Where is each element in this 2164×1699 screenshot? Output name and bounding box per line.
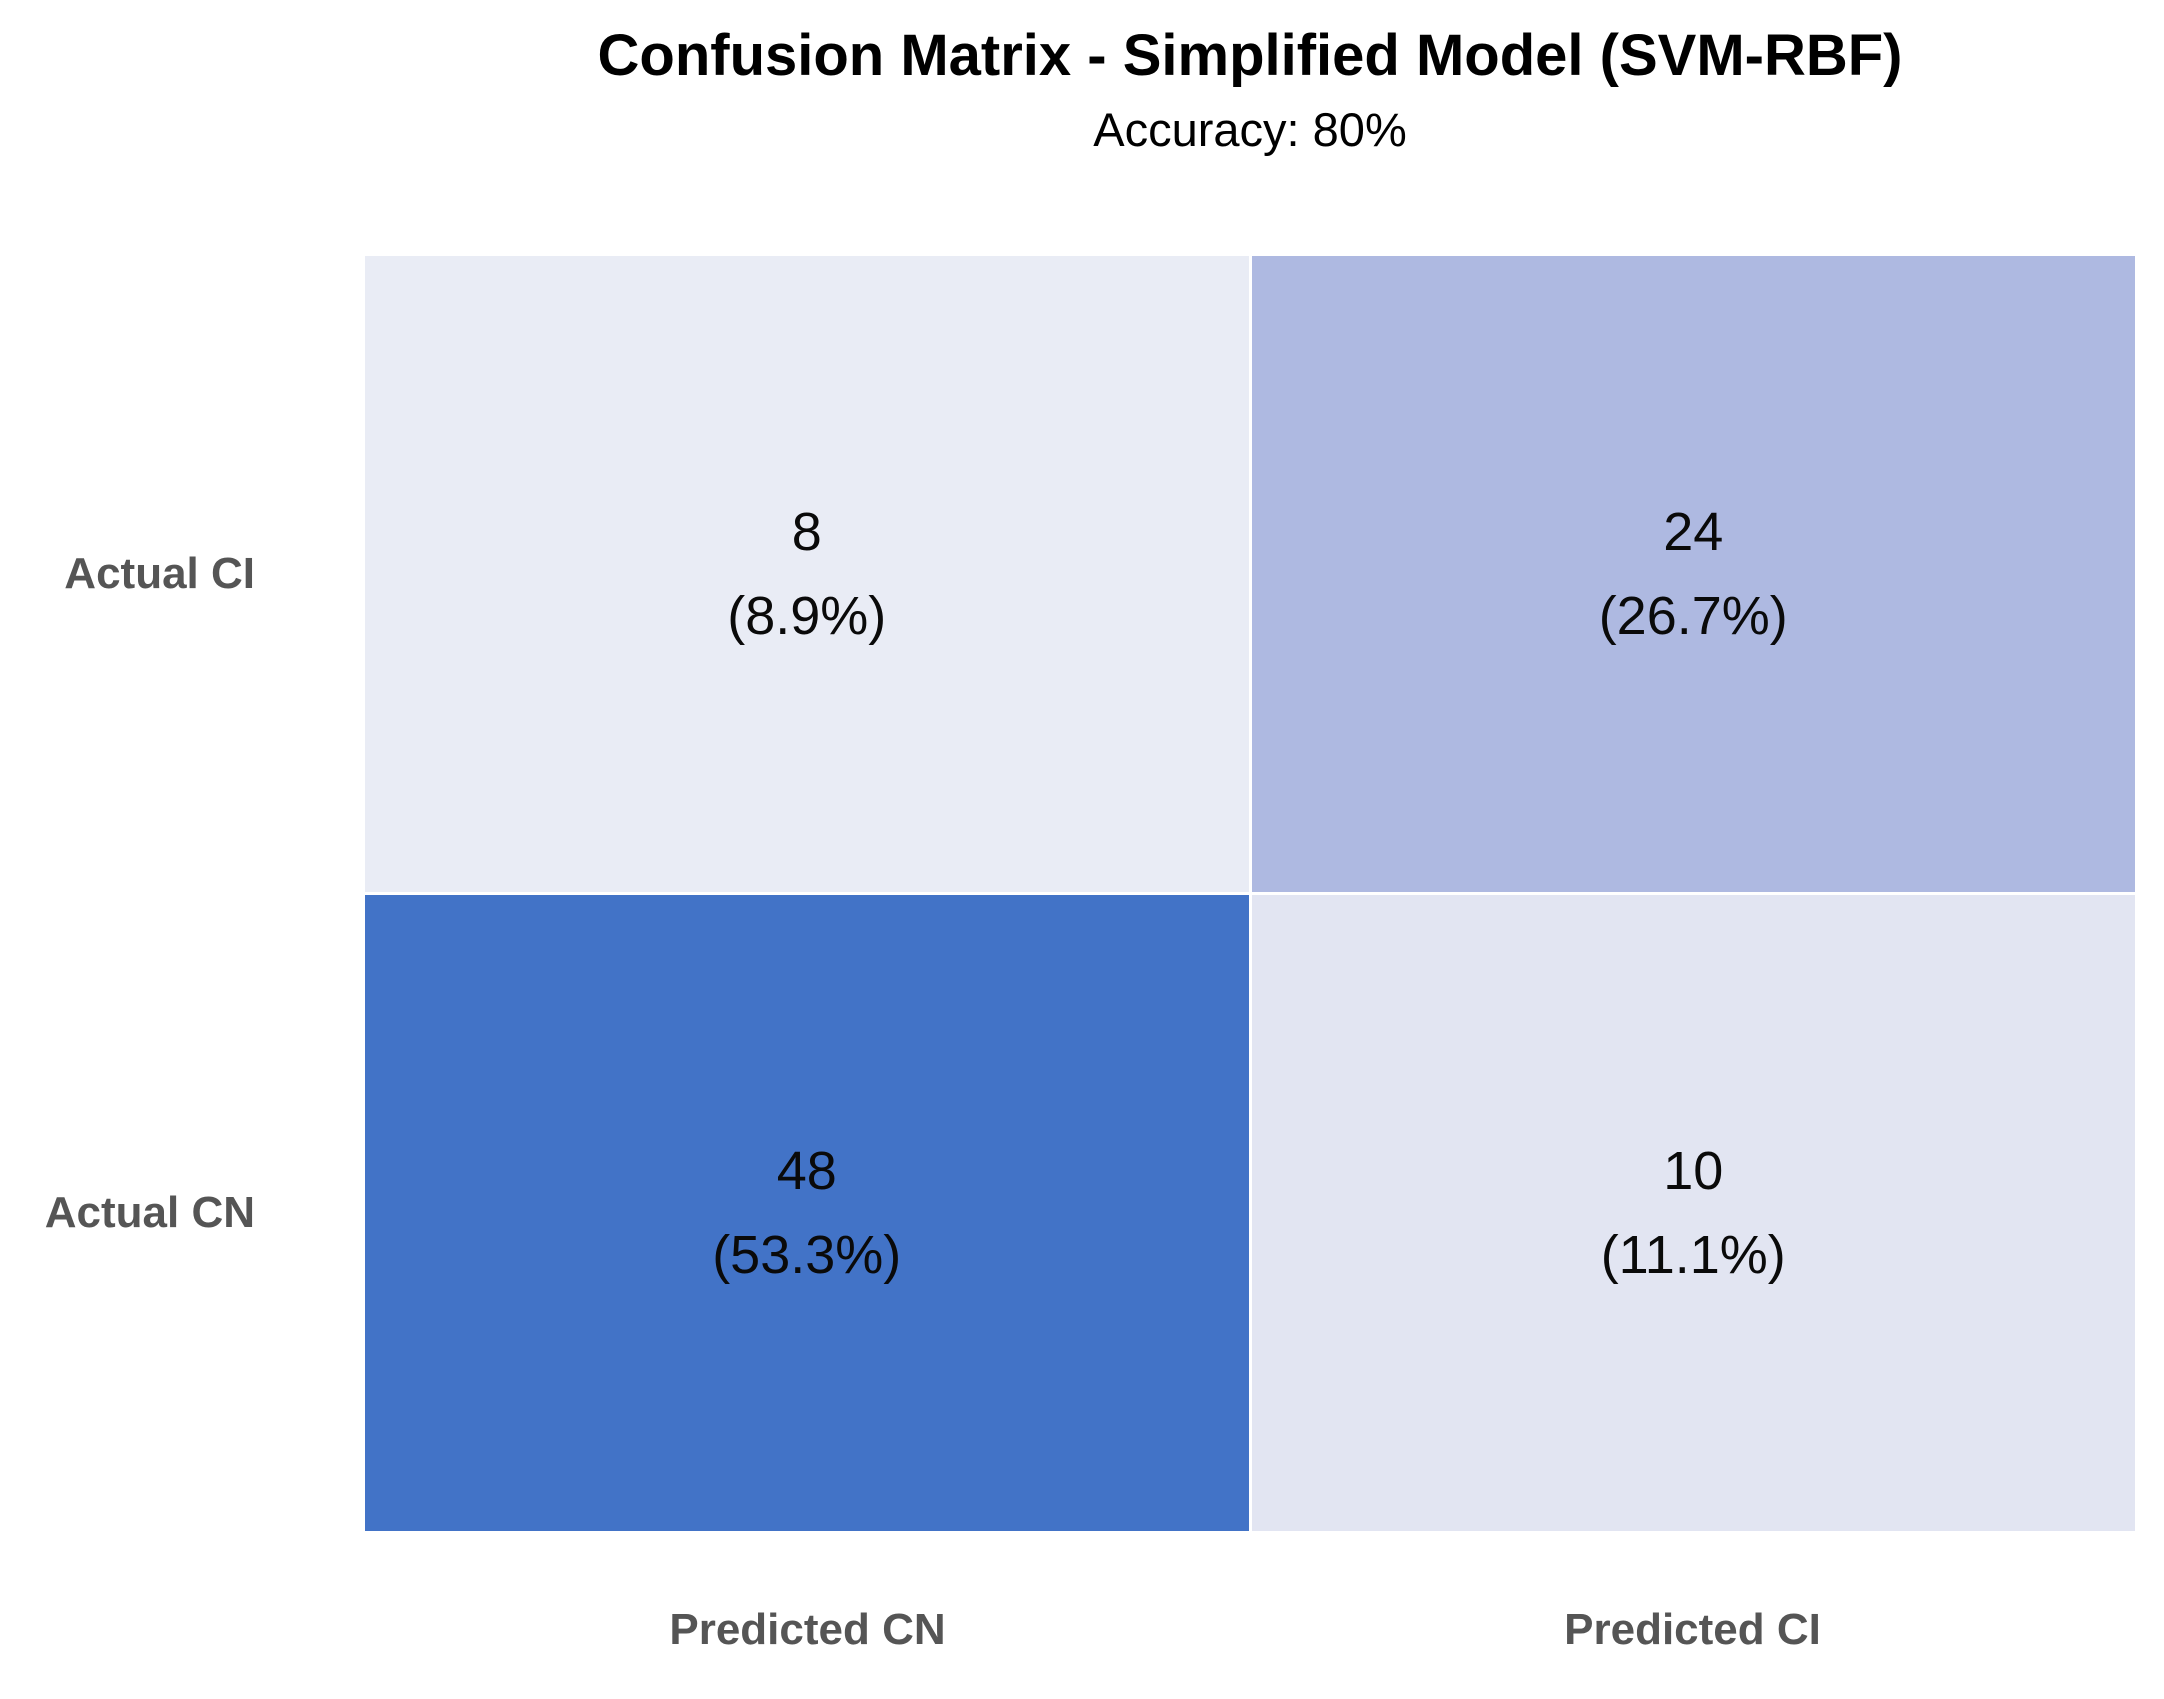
cell-count: 48 — [776, 1141, 837, 1201]
x-axis-label-predicted-ci: Predicted CI — [1564, 1605, 1821, 1654]
cell-percent: (11.1%) — [1600, 1225, 1786, 1285]
cell-count: 24 — [1663, 502, 1724, 562]
x-axis-label-predicted-cn: Predicted CN — [669, 1605, 946, 1654]
cell-count: 10 — [1663, 1141, 1724, 1201]
x-axis-labels: Predicted CN Predicted CI — [365, 1605, 2135, 1654]
y-axis-label-actual-ci: Actual CI — [64, 549, 255, 598]
cell-percent: (53.3%) — [712, 1225, 902, 1285]
cell-count: 8 — [791, 502, 822, 562]
cell-percent: (26.7%) — [1598, 586, 1788, 646]
chart-subtitle: Accuracy: 80% — [1093, 103, 1407, 156]
matrix-cell-actual-ci-predicted-cn: 8 (8.9%) — [365, 256, 1249, 892]
matrix-cell-actual-cn-predicted-cn: 48 (53.3%) — [365, 895, 1249, 1531]
cell-percent: (8.9%) — [727, 586, 887, 646]
matrix-cell-actual-ci-predicted-ci: 24 (26.7%) — [1251, 256, 2135, 892]
matrix-cell-actual-cn-predicted-ci: 10 (11.1%) — [1251, 895, 2135, 1531]
y-axis-label-actual-cn: Actual CN — [44, 1188, 255, 1237]
chart-title: Confusion Matrix - Simplified Model (SVM… — [597, 23, 1903, 88]
confusion-matrix-grid: 8 (8.9%) 24 (26.7%) 48 (53.3%) 10 (11.1%… — [365, 256, 2135, 1531]
